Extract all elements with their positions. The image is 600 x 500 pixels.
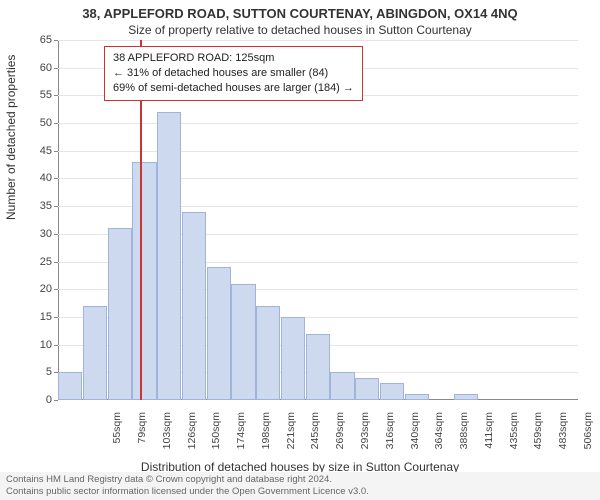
bar <box>256 306 280 400</box>
ytick-label: 40 <box>24 172 52 184</box>
xtick-label: 459sqm <box>532 412 544 462</box>
bar <box>405 394 429 400</box>
xtick-label: 103sqm <box>161 412 173 462</box>
gridline <box>58 151 578 152</box>
ytick-label: 55 <box>24 89 52 101</box>
ytick-label: 65 <box>24 34 52 46</box>
ytick-label: 45 <box>24 145 52 157</box>
xtick-label: 55sqm <box>111 412 123 462</box>
ytick-mark <box>54 317 58 318</box>
bar <box>306 334 330 400</box>
bar <box>231 284 255 400</box>
ytick-label: 15 <box>24 311 52 323</box>
footer-line2: Contains public sector information licen… <box>6 486 594 497</box>
xtick-label: 435sqm <box>508 412 520 462</box>
ytick-mark <box>54 123 58 124</box>
bar <box>281 317 305 400</box>
xtick-label: 388sqm <box>458 412 470 462</box>
page-title: 38, APPLEFORD ROAD, SUTTON COURTENAY, AB… <box>0 0 600 21</box>
ytick-mark <box>54 234 58 235</box>
xtick-label: 198sqm <box>260 412 272 462</box>
ytick-label: 0 <box>24 394 52 406</box>
ytick-mark <box>54 345 58 346</box>
ytick-label: 25 <box>24 256 52 268</box>
footer-line1: Contains HM Land Registry data © Crown c… <box>6 474 594 485</box>
bar <box>157 112 181 400</box>
bar <box>182 212 206 400</box>
chart-area: 38 APPLEFORD ROAD: 125sqm← 31% of detach… <box>58 40 578 400</box>
ytick-label: 50 <box>24 117 52 129</box>
xtick-label: 79sqm <box>136 412 148 462</box>
xtick-label: 340sqm <box>409 412 421 462</box>
xtick-label: 506sqm <box>582 412 594 462</box>
xtick-label: 269sqm <box>334 412 346 462</box>
ytick-mark <box>54 400 58 401</box>
ytick-mark <box>54 68 58 69</box>
ytick-label: 5 <box>24 366 52 378</box>
xtick-label: 174sqm <box>235 412 247 462</box>
gridline <box>58 123 578 124</box>
xtick-label: 126sqm <box>186 412 198 462</box>
ytick-mark <box>54 289 58 290</box>
gridline <box>58 40 578 41</box>
info-box-line: 38 APPLEFORD ROAD: 125sqm <box>113 51 354 66</box>
info-box: 38 APPLEFORD ROAD: 125sqm← 31% of detach… <box>104 46 363 101</box>
bar <box>108 228 132 400</box>
ytick-mark <box>54 95 58 96</box>
bar <box>83 306 107 400</box>
xtick-label: 293sqm <box>359 412 371 462</box>
ytick-label: 20 <box>24 283 52 295</box>
ytick-mark <box>54 178 58 179</box>
ytick-mark <box>54 206 58 207</box>
xtick-label: 483sqm <box>557 412 569 462</box>
ytick-label: 35 <box>24 200 52 212</box>
bar <box>58 372 82 400</box>
xtick-label: 150sqm <box>210 412 222 462</box>
xtick-label: 245sqm <box>309 412 321 462</box>
xtick-label: 364sqm <box>433 412 445 462</box>
bar <box>355 378 379 400</box>
bar <box>207 267 231 400</box>
ytick-mark <box>54 262 58 263</box>
xtick-label: 316sqm <box>384 412 396 462</box>
info-box-line: ← 31% of detached houses are smaller (84… <box>113 66 354 81</box>
ytick-mark <box>54 40 58 41</box>
ytick-label: 30 <box>24 228 52 240</box>
page-subtitle: Size of property relative to detached ho… <box>0 21 600 37</box>
bar <box>132 162 156 400</box>
xtick-label: 411sqm <box>483 412 495 462</box>
xtick-label: 221sqm <box>285 412 297 462</box>
y-axis <box>58 40 59 400</box>
ytick-label: 60 <box>24 62 52 74</box>
ytick-mark <box>54 151 58 152</box>
y-axis-title: Number of detached properties <box>4 55 18 220</box>
info-box-line: 69% of semi-detached houses are larger (… <box>113 81 354 96</box>
bar <box>454 394 478 400</box>
bar <box>380 383 404 400</box>
footer: Contains HM Land Registry data © Crown c… <box>0 472 600 500</box>
bar <box>330 372 354 400</box>
plot-region: 38 APPLEFORD ROAD: 125sqm← 31% of detach… <box>58 40 578 400</box>
ytick-label: 10 <box>24 339 52 351</box>
